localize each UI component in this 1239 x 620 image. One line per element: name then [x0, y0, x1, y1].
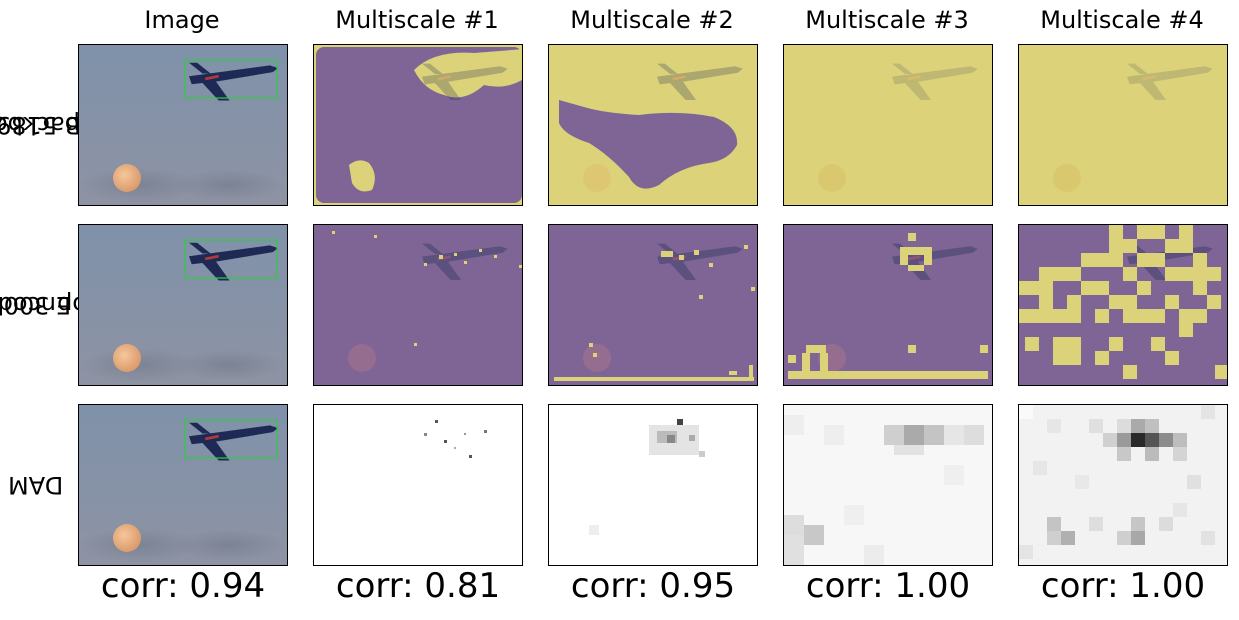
row-label-encoder: Encodertop 300 [0, 224, 96, 386]
column-title-multiscale-1: Multiscale #1 [335, 6, 499, 34]
encoder-mask-ms2 [548, 224, 758, 386]
row-label-dam-line1: DAM [8, 471, 64, 499]
dam-heatmap-ms2 [548, 404, 758, 566]
encoder-mask-ms3 [783, 224, 993, 386]
column-title-multiscale-3: Multiscale #3 [805, 6, 969, 34]
row-label-dam: DAM [6, 404, 66, 566]
image-panel-backbone [78, 44, 288, 206]
encoder-mask-ms4 [1018, 224, 1228, 386]
column-title-image: Image [144, 6, 220, 34]
row-label-backbone: Backbonetop 5189 [0, 44, 104, 206]
encoder-mask-ms1 [313, 224, 523, 386]
corr-label-ms1: corr: 0.81 [335, 566, 501, 606]
dam-heatmap-ms4 [1018, 404, 1228, 566]
dam-heatmap-ms3 [783, 404, 993, 566]
backbone-mask-ms3 [783, 44, 993, 206]
corr-label-ms3: corr: 1.00 [805, 566, 971, 606]
backbone-mask-ms1 [313, 44, 523, 206]
backbone-mask-ms4 [1018, 44, 1228, 206]
corr-label-ms4: corr: 1.00 [1040, 566, 1206, 606]
image-panel-encoder [78, 224, 288, 386]
column-title-multiscale-4: Multiscale #4 [1040, 6, 1204, 34]
column-title-multiscale-2: Multiscale #2 [570, 6, 734, 34]
image-panel-dam [78, 404, 288, 566]
corr-label-ms2: corr: 0.95 [570, 566, 736, 606]
corr-label-image: corr: 0.94 [100, 566, 266, 606]
dam-heatmap-ms1 [313, 404, 523, 566]
backbone-mask-ms2 [548, 44, 758, 206]
